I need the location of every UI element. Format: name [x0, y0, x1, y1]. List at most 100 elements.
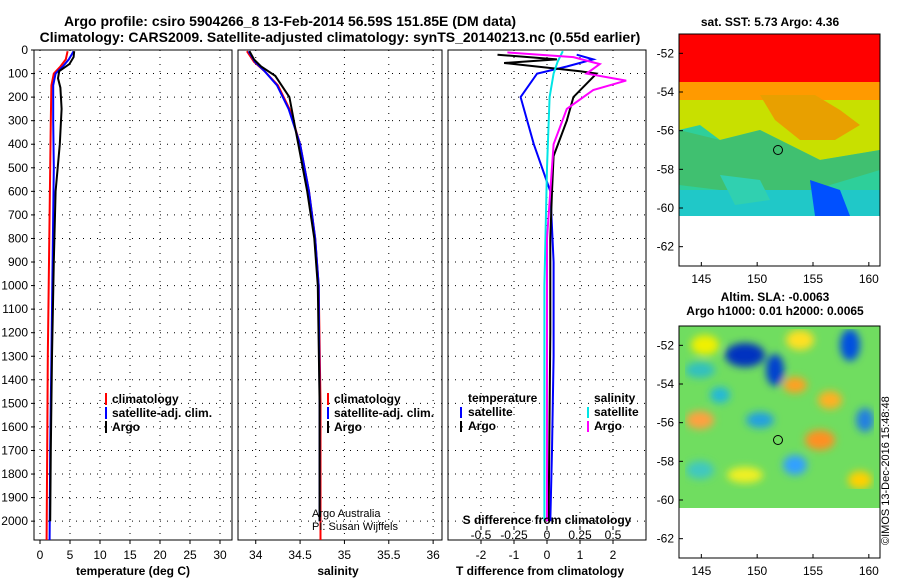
y-tick-label: 0: [21, 43, 28, 57]
x-tick-label: 34: [249, 548, 263, 562]
legend-argo: Argo: [112, 420, 140, 434]
sla-map-title: Altim. SLA: -0.0063: [721, 290, 830, 304]
temperature-legend: climatology satellite-adj. clim. Argo: [105, 392, 212, 434]
salinity-panel: 34 34.5 35 35.5 36 salinity climatology sate…: [237, 49, 443, 578]
x-tick-label: 20: [153, 548, 167, 562]
salinity-legend: climatology satellite-adj. clim. Argo: [327, 392, 434, 434]
map-y-tick-label: -52: [657, 46, 675, 60]
map-x-tick-label: 145: [691, 272, 711, 286]
sla-map-subtitle: Argo h1000: 0.01 h2000: 0.0065: [686, 304, 864, 318]
y-tick-label: 1400: [1, 373, 28, 387]
s-difference-label: S difference from climatology: [463, 513, 632, 527]
sst-map-x-ticks: 145 150 155 160: [691, 262, 879, 286]
sla-map-x-ticks: 145 150 155 160: [691, 554, 879, 578]
depth-y-ticks: 0 100 200 300 400 500 600 700 800 900 1000 1100 1200…: [1, 43, 34, 528]
x-tick-label: 2: [610, 548, 617, 562]
pi-note-line-2: PI: Susan Wijffels: [312, 521, 398, 533]
x-tick-label: 35: [338, 548, 352, 562]
y-tick-label: 300: [8, 114, 28, 128]
y-tick-label: 1100: [2, 302, 28, 316]
sla-map-y-ticks: -52 -54 -56 -58 -60 -62: [657, 338, 683, 546]
sla-map-frame: [678, 325, 881, 559]
salinity-x-label: salinity: [317, 564, 359, 578]
x-tick-label: 36: [426, 548, 440, 562]
map-y-tick-label: -58: [657, 162, 675, 176]
y-tick-label: 1900: [1, 491, 28, 505]
x-tick-label: 15: [123, 548, 137, 562]
y-tick-label: 1300: [1, 349, 28, 363]
s-tick-label: 0.25: [568, 528, 592, 542]
map-y-tick-label: -60: [657, 493, 675, 507]
y-tick-label: 1200: [1, 326, 28, 340]
header-line-1: Argo profile: csiro 5904266_8 13-Feb-201…: [64, 13, 516, 29]
map-x-tick-label: 150: [747, 272, 767, 286]
difference-panel: -2 -1 0 1 2 -0.5 -0.25 0 0.25 0.5 T difference f…: [447, 49, 647, 578]
temperature-panel: 0 5 10 15 20 25 30 0 100 200 300 400 500 600 700 800 90…: [1, 43, 233, 578]
x-tick-label: 1: [577, 548, 584, 562]
series-salinity-satellite: [543, 50, 564, 522]
argo-location-marker: [773, 145, 783, 155]
x-tick-label: 30: [213, 548, 227, 562]
salinity-x-ticks: 34 34.5 35 35.5 36: [249, 540, 440, 562]
series-temperature-argo: [497, 53, 599, 522]
x-tick-label: 25: [183, 548, 197, 562]
legend-climatology: climatology: [112, 392, 179, 406]
y-tick-label: 800: [8, 231, 28, 245]
series-climatology: [45, 50, 69, 541]
map-x-tick-label: 160: [859, 564, 879, 578]
x-tick-label: 5: [67, 548, 74, 562]
x-tick-label: 34.5: [288, 548, 312, 562]
y-tick-label: 700: [8, 208, 28, 222]
map-y-tick-label: -62: [657, 240, 675, 254]
map-x-tick-label: 155: [803, 272, 823, 286]
legend-temperature-title: temperature: [468, 391, 538, 405]
y-tick-label: 1600: [1, 420, 28, 434]
imos-stamp: ©IMOS 13-Dec-2016 15:48:48: [880, 396, 892, 545]
legend-satellite-adj: satellite-adj. clim.: [112, 406, 212, 420]
sst-field: [679, 34, 880, 216]
series-salinity-argo: [507, 51, 627, 522]
y-tick-label: 1500: [1, 396, 28, 410]
map-y-tick-label: -54: [657, 85, 675, 99]
series-climatology: [246, 50, 322, 540]
map-x-tick-label: 160: [859, 272, 879, 286]
map-y-tick-label: -56: [657, 124, 675, 138]
sla-field: [679, 326, 880, 508]
y-tick-label: 900: [8, 255, 28, 269]
difference-legend-salinity: salinity satellite Argo: [587, 391, 639, 433]
legend-climatology: climatology: [334, 392, 401, 406]
legend-s-satellite: satellite: [594, 405, 639, 419]
header-line-2: Climatology: CARS2009. Satellite-adjuste…: [40, 29, 641, 45]
salinity-series: [246, 50, 322, 540]
x-tick-label: 0: [544, 548, 551, 562]
temperature-grid: [34, 49, 232, 540]
sst-map: sat. SST: 5.73 Argo: 4.36 145 150 155 160 -…: [657, 15, 881, 286]
x-tick-label: 10: [93, 548, 107, 562]
legend-salinity-title: salinity: [594, 391, 636, 405]
sst-map-frame: [678, 33, 881, 267]
sst-map-y-ticks: -52 -54 -56 -58 -60 -62: [657, 46, 683, 254]
salinity-grid: [238, 49, 442, 540]
x-tick-label: -1: [509, 548, 520, 562]
argo-location-marker: [773, 435, 783, 445]
legend-argo: Argo: [334, 420, 362, 434]
sst-map-title: sat. SST: 5.73 Argo: 4.36: [701, 15, 840, 29]
salinity-axes-frame: [237, 49, 443, 541]
pi-note-line-1: Argo Australia: [312, 508, 381, 520]
map-x-tick-label: 145: [691, 564, 711, 578]
map-y-tick-label: -60: [657, 201, 675, 215]
temperature-x-ticks: 0 5 10 15 20 25 30: [37, 540, 227, 562]
temperature-x-label: temperature (deg C): [76, 564, 190, 578]
map-x-tick-label: 150: [747, 564, 767, 578]
map-y-tick-label: -58: [657, 454, 675, 468]
map-x-tick-label: 155: [803, 564, 823, 578]
y-tick-label: 1800: [1, 467, 28, 481]
temperature-axes-frame: [33, 49, 233, 541]
map-y-tick-label: -52: [657, 338, 675, 352]
y-tick-label: 1700: [1, 443, 28, 457]
s-tick-label: -0.5: [471, 528, 492, 542]
s-tick-label: 0.5: [605, 528, 622, 542]
y-tick-label: 2000: [1, 514, 28, 528]
legend-t-satellite: satellite: [468, 405, 513, 419]
